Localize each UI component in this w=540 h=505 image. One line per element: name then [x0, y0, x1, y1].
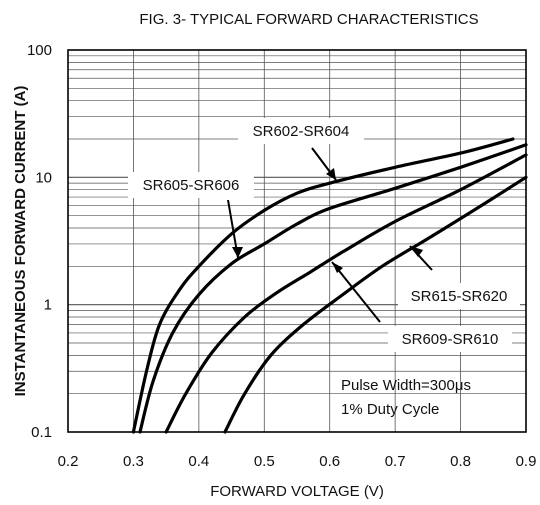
- pulse-width-note: Pulse Width=300μs: [341, 377, 471, 394]
- y-tick-label: 10: [35, 169, 52, 186]
- pointer-line: [331, 261, 381, 323]
- y-axis-label: INSTANTANEOUS FORWARD CURRENT (A): [12, 86, 29, 397]
- series-line-1: [138, 143, 528, 434]
- plot-frame: [67, 49, 527, 433]
- series-label-2: SR609-SR610: [331, 261, 512, 352]
- pointer-arrowhead: [232, 247, 243, 258]
- x-tick-label: 0.9: [516, 453, 537, 470]
- y-tick-label: 0.1: [31, 424, 52, 441]
- series-label-background: [388, 326, 512, 352]
- series-label-3: SR615-SR620: [398, 245, 520, 309]
- x-tick-label: 0.5: [254, 453, 275, 470]
- series-line-0: [131, 137, 515, 434]
- x-tick-label: 0.7: [385, 453, 406, 470]
- y-tick-label: 100: [27, 42, 52, 59]
- series-label-text: SR609-SR610: [402, 331, 499, 348]
- series-labels: SR602-SR604 SR605-SR606 SR615-SR620 SR609-S…: [128, 118, 520, 352]
- x-tick-label: 0.8: [450, 453, 471, 470]
- x-tick-label: 0.6: [319, 453, 340, 470]
- series-label-background: [398, 283, 520, 309]
- plot-grid: [67, 50, 527, 433]
- series-label-1: SR605-SR606: [128, 172, 254, 259]
- series-curves: [131, 137, 528, 434]
- test-conditions-note: Pulse Width=300μs 1% Duty Cycle: [341, 377, 471, 418]
- series-label-text: SR602-SR604: [253, 123, 350, 140]
- pointer-arrowhead: [332, 262, 343, 273]
- pointer-arrowhead: [410, 246, 423, 257]
- series-label-text: SR605-SR606: [143, 177, 240, 194]
- x-tick-label: 0.2: [58, 453, 79, 470]
- x-axis-label: FORWARD VOLTAGE (V): [210, 483, 384, 500]
- series-line-2: [164, 153, 528, 434]
- y-tick-label: 1: [44, 297, 52, 314]
- x-tick-label: 0.4: [188, 453, 209, 470]
- y-tick-labels: 0.1 1 10 100: [27, 42, 52, 441]
- series-label-background: [128, 172, 254, 198]
- series-line-3: [223, 175, 528, 434]
- series-label-text: SR615-SR620: [411, 288, 508, 305]
- pointer-arrowhead: [326, 168, 336, 180]
- series-label-0: SR602-SR604: [238, 118, 364, 181]
- x-tick-labels: 0.2 0.3 0.4 0.5 0.6 0.7 0.8 0.9: [58, 453, 537, 470]
- x-tick-label: 0.3: [123, 453, 144, 470]
- chart-title: FIG. 3- TYPICAL FORWARD CHARACTERISTICS: [139, 11, 478, 28]
- duty-cycle-note: 1% Duty Cycle: [341, 401, 439, 418]
- series-label-background: [238, 118, 364, 144]
